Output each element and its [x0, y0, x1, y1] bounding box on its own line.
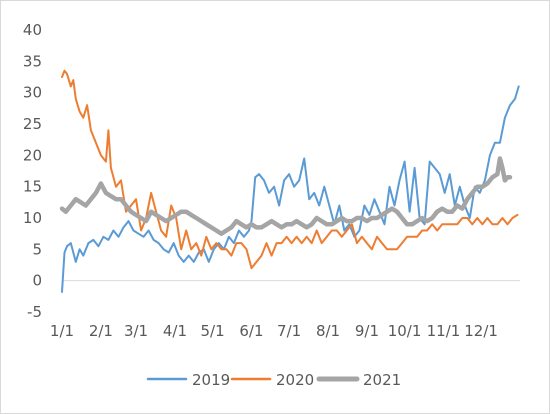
- x-tick-label: 10/1: [388, 322, 422, 340]
- legend-label-2020: 2020: [276, 371, 314, 389]
- x-tick-label: 4/1: [163, 322, 187, 340]
- x-tick-label: 8/1: [316, 322, 340, 340]
- x-tick-label: 12/1: [464, 322, 498, 340]
- y-axis-ticks: -5 0 5 10 15 20 25 30 35 40: [23, 21, 42, 321]
- x-tick-label: 2/1: [89, 322, 113, 340]
- x-tick-label: 11/1: [427, 322, 461, 340]
- series-line-2020: [61, 69, 519, 270]
- x-tick-label: 5/1: [201, 322, 225, 340]
- series-line-2021: [59, 156, 513, 236]
- series-lines: [59, 69, 520, 293]
- y-tick-label: 35: [23, 52, 42, 70]
- y-tick-label: 15: [23, 178, 42, 196]
- x-tick-label: 1/1: [50, 322, 74, 340]
- y-tick-label: -5: [27, 303, 42, 321]
- y-tick-label: 25: [23, 115, 42, 133]
- legend-label-2019: 2019: [192, 371, 230, 389]
- x-tick-label: 6/1: [239, 322, 263, 340]
- series-line-2019: [61, 85, 520, 293]
- legend: 2019 2020 2021: [146, 371, 401, 389]
- y-tick-label: 10: [23, 209, 42, 227]
- y-tick-label: 5: [32, 240, 42, 258]
- y-tick-label: 40: [23, 21, 42, 39]
- y-tick-label: 20: [23, 146, 42, 164]
- x-axis-ticks: 1/1 2/1 3/1 4/1 5/1 6/1 7/1 8/1 9/1 10/1 11/1 12/1: [50, 322, 498, 340]
- x-tick-label: 3/1: [124, 322, 148, 340]
- y-tick-label: 0: [32, 272, 42, 290]
- x-tick-label: 7/1: [277, 322, 301, 340]
- y-tick-label: 30: [23, 84, 42, 102]
- x-tick-label: 9/1: [355, 322, 379, 340]
- legend-label-2021: 2021: [363, 371, 401, 389]
